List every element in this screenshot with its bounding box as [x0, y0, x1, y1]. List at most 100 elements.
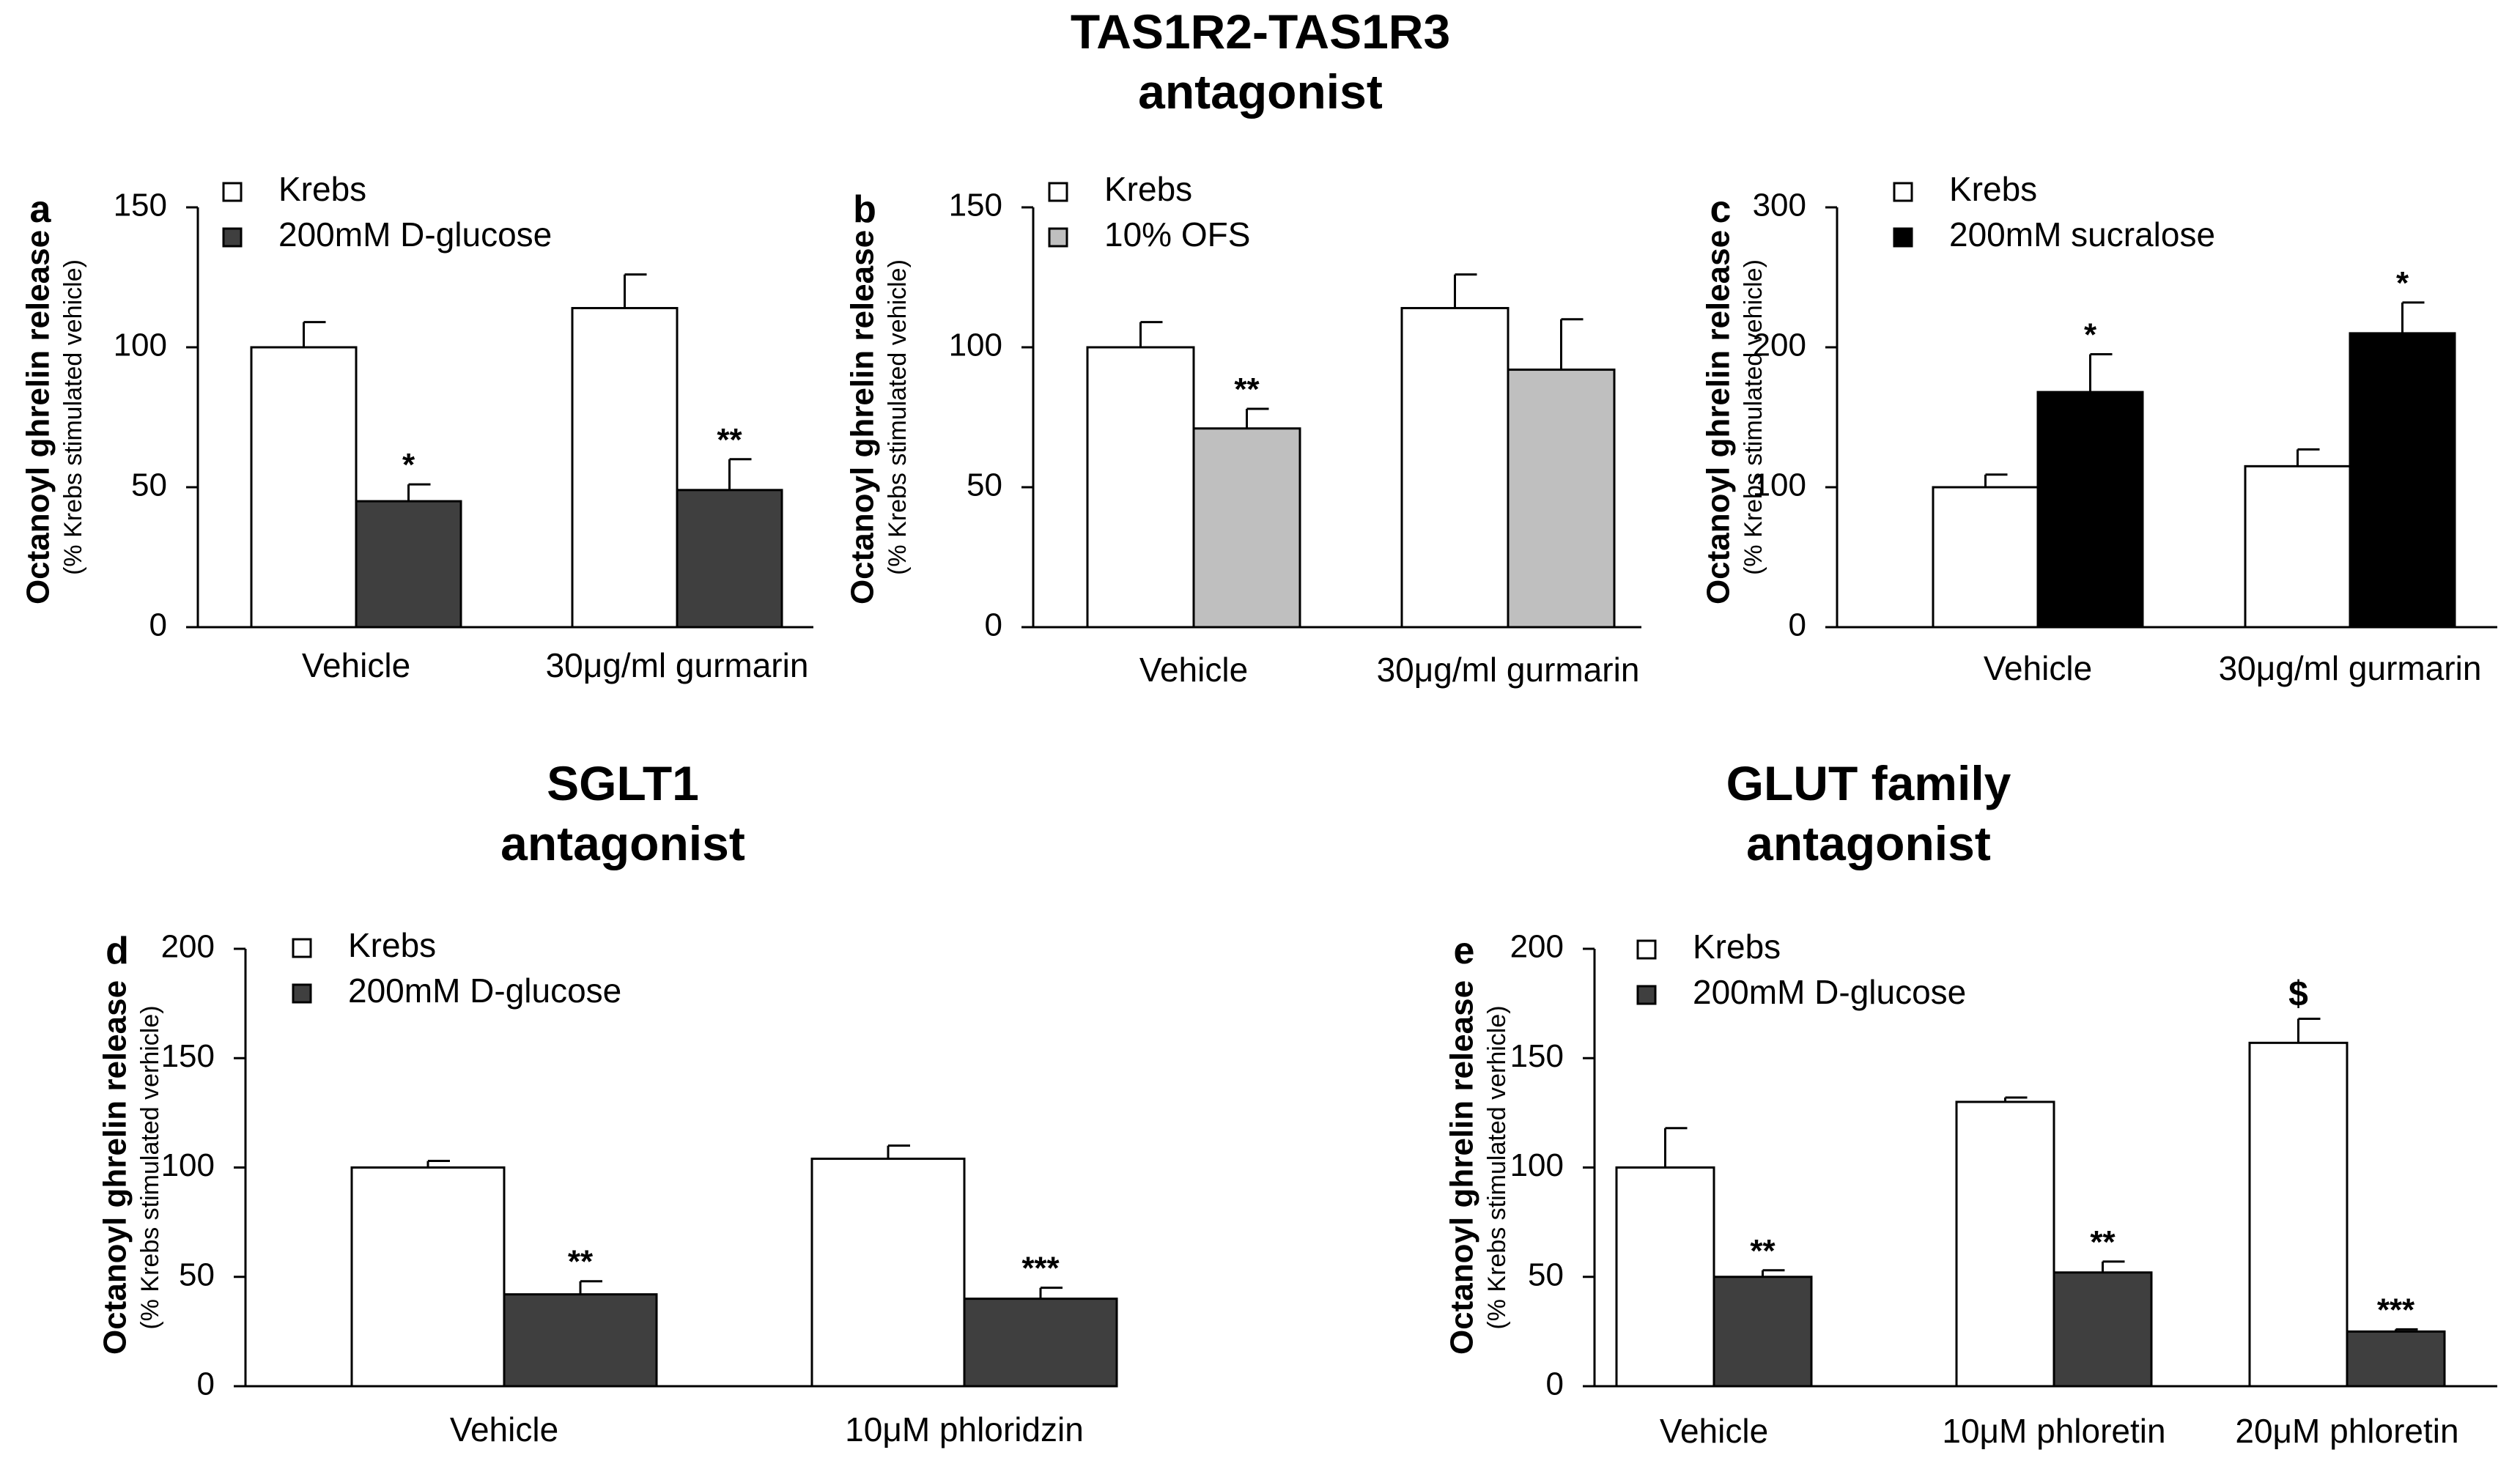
bar: [1955, 1100, 2055, 1388]
legend-label: Krebs: [1949, 170, 2037, 208]
y-tick-label: 0: [985, 607, 1002, 643]
bar: [355, 500, 462, 629]
y-axis-label: Octanoyl ghrelin release: [845, 230, 881, 604]
bar: [2052, 1271, 2153, 1388]
y-tick-label: 100: [1753, 467, 1806, 503]
heading-line-1: TAS1R2-TAS1R3: [1070, 4, 1451, 59]
bar: [810, 1158, 966, 1388]
x-category-label: Vehicle: [450, 1410, 558, 1448]
y-tick-label: 0: [197, 1366, 215, 1402]
y-tick-label: 50: [1528, 1257, 1564, 1292]
significance-label: **: [568, 1244, 594, 1280]
heading-line-1: SGLT1: [547, 756, 699, 810]
legend-label: 200mM D-glucose: [1693, 973, 1966, 1011]
significance-label: **: [1750, 1233, 1776, 1269]
legend-label: 200mM D-glucose: [278, 215, 552, 254]
y-tick-label: 200: [1510, 929, 1564, 965]
bar: [963, 1298, 1118, 1388]
legend-swatch: [222, 227, 243, 248]
y-axis-sublabel: (% Krebs stimulated vehicle): [59, 259, 87, 575]
bar: [503, 1293, 658, 1388]
significance-label: **: [1234, 371, 1260, 407]
significance-label: **: [717, 422, 742, 458]
panel-letter: e: [1454, 930, 1475, 972]
y-tick-label: 50: [131, 467, 167, 503]
y-tick-label: 0: [1789, 607, 1806, 643]
y-axis-sublabel: (% Krebs stimulated verhicle): [136, 1005, 164, 1329]
x-category-label: Vehicle: [1660, 1412, 1768, 1450]
bar: [1932, 486, 2039, 629]
significance-label: **: [2090, 1224, 2116, 1260]
legend-swatch: [1048, 182, 1068, 202]
legend-label: Krebs: [278, 170, 366, 208]
legend-label: Krebs: [1104, 170, 1192, 208]
bar: [350, 1166, 506, 1388]
heading-line-1: GLUT family: [1726, 756, 2011, 810]
legend-label: 200mM sucralose: [1949, 215, 2215, 254]
heading-sglt1: SGLT1 antagonist: [330, 753, 916, 873]
significance-label: ***: [2377, 1292, 2415, 1328]
x-category-label: 30μg/ml gurmarin: [1377, 651, 1640, 689]
chart-panel-d: d Octanoyl ghrelin release (% Krebs stimul…: [97, 926, 1118, 1448]
bar: [1086, 346, 1195, 629]
y-axis-sublabel: (% Krebs stimulated vehicle): [1740, 259, 1767, 575]
legend-swatch: [292, 938, 312, 958]
heading-tas1r2-tas1r3: TAS1R2-TAS1R3 antagonist: [953, 1, 1568, 122]
bar: [1615, 1166, 1715, 1388]
legend-swatch: [222, 182, 243, 202]
panel-letter: b: [853, 188, 876, 231]
legend-label: 200mM D-glucose: [348, 972, 621, 1010]
y-tick-label: 100: [949, 328, 1002, 363]
y-tick-label: 150: [949, 188, 1002, 223]
y-tick-label: 200: [161, 929, 215, 965]
y-tick-label: 150: [161, 1038, 215, 1074]
x-category-label: 20μM phloretin: [2235, 1412, 2458, 1450]
bar: [1400, 307, 1510, 629]
y-tick-label: 150: [114, 188, 167, 223]
significance-label: *: [402, 447, 415, 483]
significance-label: *: [2084, 317, 2097, 353]
legend-swatch: [1636, 939, 1657, 960]
x-category-label: 30μg/ml gurmarin: [546, 646, 809, 684]
y-axis-label: Octanoyl ghrelin release: [1701, 230, 1737, 604]
panel-letter: d: [106, 930, 129, 972]
y-tick-label: 100: [1510, 1147, 1564, 1183]
y-axis-label: Octanoyl ghrelin release: [97, 980, 133, 1355]
heading-line-2: antagonist: [1138, 64, 1383, 119]
x-category-label: Vehicle: [1139, 651, 1248, 689]
legend-swatch: [1636, 985, 1657, 1005]
bar: [1712, 1276, 1813, 1388]
x-category-label: 10μM phloretin: [1942, 1412, 2165, 1450]
y-tick-label: 300: [1753, 188, 1806, 223]
y-tick-label: 0: [1546, 1366, 1564, 1402]
bar: [1192, 427, 1301, 629]
legend-label: Krebs: [348, 926, 436, 964]
y-tick-label: 150: [1510, 1038, 1564, 1074]
panel-letter: c: [1710, 188, 1732, 231]
x-category-label: Vehicle: [1984, 649, 2092, 687]
y-axis-label: Octanoyl ghrelin release: [21, 230, 56, 604]
y-tick-label: 200: [1753, 328, 1806, 363]
bar: [1507, 369, 1616, 629]
significance-label: ***: [1021, 1251, 1060, 1287]
y-axis-sublabel: (% Krebs stimulated vehicle): [884, 259, 912, 575]
y-tick-label: 100: [161, 1147, 215, 1183]
heading-glut-family: GLUT family antagonist: [1575, 753, 2162, 873]
bar: [571, 307, 679, 629]
bar: [250, 346, 358, 629]
legend-label: Krebs: [1693, 928, 1781, 966]
y-tick-label: 50: [967, 467, 1002, 503]
legend-swatch: [1048, 227, 1068, 248]
panel-letter: a: [30, 188, 52, 231]
y-tick-label: 50: [179, 1257, 215, 1292]
bar: [2346, 1330, 2446, 1388]
legend-swatch: [1893, 182, 1913, 202]
x-category-label: 30μg/ml gurmarin: [2219, 649, 2482, 687]
legend-swatch: [292, 983, 312, 1004]
x-category-label: 10μM phloridzin: [845, 1410, 1084, 1448]
bar: [676, 489, 783, 629]
